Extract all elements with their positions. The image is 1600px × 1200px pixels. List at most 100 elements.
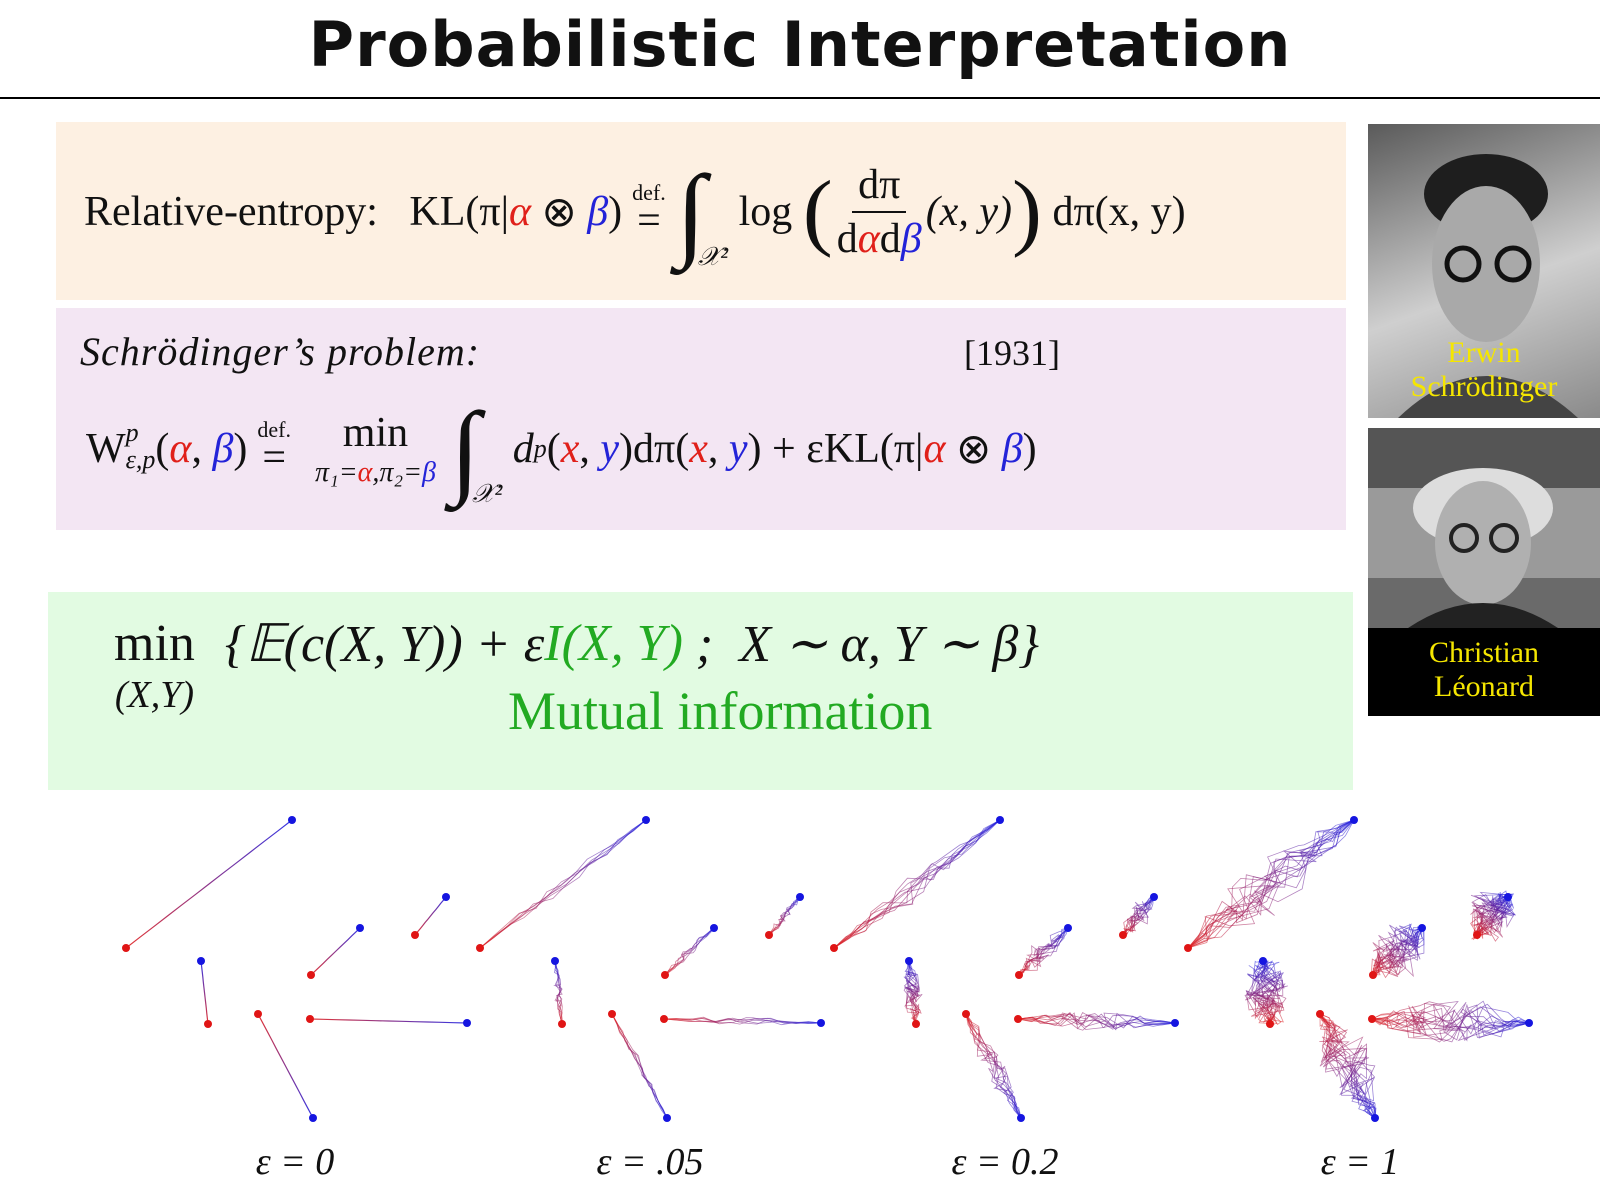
term: ∫ xyxy=(449,391,481,507)
source-point xyxy=(254,1010,262,1018)
term: x xyxy=(689,426,708,472)
mutual-information-box: min (X,Y) {𝔼(c(X, Y)) + ε I(X, Y) ; X ∼ α… xyxy=(48,592,1353,790)
source-point xyxy=(204,1020,212,1028)
trajectory xyxy=(663,1017,822,1025)
term: β xyxy=(212,426,234,472)
source-point xyxy=(1266,1020,1274,1028)
min-operator: min π₁=α,π₂=β xyxy=(315,409,436,489)
trajectory xyxy=(1245,960,1288,1025)
label: Relative-entropy: xyxy=(84,189,378,235)
trajectory xyxy=(833,819,1001,949)
term: def. xyxy=(632,180,666,206)
source-point xyxy=(306,1015,314,1023)
term: ; X ∼ α, Y ∼ β} xyxy=(682,616,1040,673)
term: ( xyxy=(155,426,170,472)
term: ∫ xyxy=(675,154,706,270)
caption: Christian Léonard xyxy=(1368,636,1600,704)
trajectory xyxy=(1372,927,1423,976)
term: )dπ( xyxy=(619,426,690,472)
caption-line: Erwin xyxy=(1447,336,1521,369)
trajectory xyxy=(1248,960,1284,1025)
term: min xyxy=(114,615,195,672)
caption-line: Christian xyxy=(1429,636,1539,669)
trajectory xyxy=(663,1017,822,1025)
term: (x, y) xyxy=(925,189,1012,235)
source-point xyxy=(962,1010,970,1018)
portrait-sketch xyxy=(1398,154,1578,418)
title-rule xyxy=(0,97,1600,99)
panel-label: ε = 0 xyxy=(255,1141,335,1183)
trajectory xyxy=(1319,1013,1376,1119)
target-point xyxy=(288,816,296,824)
caption-line: Schrödinger xyxy=(1410,370,1558,403)
trajectory xyxy=(1371,1004,1530,1043)
trajectory xyxy=(1372,923,1423,976)
term: ) xyxy=(233,426,248,472)
target-point xyxy=(1150,893,1158,901)
term: x xyxy=(560,426,580,472)
trajectory xyxy=(663,1017,822,1024)
trajectory xyxy=(1017,1013,1176,1029)
trajectory xyxy=(1187,819,1355,949)
target-point xyxy=(1064,924,1072,932)
term: , xyxy=(707,426,729,472)
trajectory xyxy=(309,1018,468,1024)
trajectory xyxy=(479,819,647,949)
trajectory xyxy=(1187,819,1355,949)
integral: ∫ 𝒳² xyxy=(675,154,728,271)
term: ε,p xyxy=(125,445,156,474)
target-point xyxy=(309,1114,317,1122)
trajectory xyxy=(1472,894,1511,941)
trajectory xyxy=(905,960,920,1025)
trajectory xyxy=(768,896,801,936)
trajectory xyxy=(965,1013,1022,1119)
source-point xyxy=(122,944,130,952)
source-point xyxy=(476,944,484,952)
trajectory xyxy=(1371,926,1423,976)
term: ⊗ xyxy=(531,190,588,236)
trajectory xyxy=(965,1013,1022,1119)
term: y xyxy=(600,426,620,472)
trajectory xyxy=(414,896,447,936)
target-point xyxy=(197,957,205,965)
panel-label: ε = .05 xyxy=(596,1141,704,1183)
term: ( xyxy=(546,426,561,472)
trajectory xyxy=(833,819,1001,949)
term: def. xyxy=(257,417,291,443)
term: 𝒳² xyxy=(472,479,503,508)
trajectory xyxy=(1371,1005,1530,1042)
term: = xyxy=(637,198,661,244)
trajectory xyxy=(1018,927,1069,976)
source-point xyxy=(1184,944,1192,952)
source-point xyxy=(765,931,773,939)
term: α xyxy=(509,189,532,235)
transport-plots xyxy=(122,816,1533,1122)
target-point xyxy=(996,816,1004,824)
source-point xyxy=(1316,1010,1324,1018)
label: Schrödinger’s problem: xyxy=(80,329,481,374)
trajectory xyxy=(1018,927,1069,976)
trajectory xyxy=(833,819,1001,949)
trajectory xyxy=(200,960,209,1025)
trajectory xyxy=(257,1013,314,1119)
term: (X,Y) xyxy=(114,674,195,716)
term: ) xyxy=(1011,164,1042,259)
term: 𝒳² xyxy=(697,242,729,271)
trajectory xyxy=(611,1013,668,1119)
trajectory xyxy=(1187,819,1355,949)
source-point xyxy=(1369,971,1377,979)
trajectory xyxy=(1187,819,1355,949)
term: ( xyxy=(802,164,833,259)
schrodinger-formula: W p ε,p ( α , β ) def. = min π₁=α,π₂=β ∫ 𝒳² … xyxy=(86,384,1037,514)
trajectory xyxy=(768,896,801,936)
mi-formula: min (X,Y) {𝔼(c(X, Y)) + ε I(X, Y) ; X ∼ α… xyxy=(114,614,1039,717)
term: dπ(x, y) xyxy=(1041,189,1186,235)
target-point xyxy=(710,924,718,932)
term: ,π₂= xyxy=(372,457,422,488)
source-point xyxy=(1014,1015,1022,1023)
term: W xyxy=(86,426,126,472)
term: dπ xyxy=(852,161,907,213)
trajectory xyxy=(1187,819,1355,949)
panel-label: ε = 0.2 xyxy=(951,1141,1059,1183)
term: d xyxy=(879,216,901,262)
